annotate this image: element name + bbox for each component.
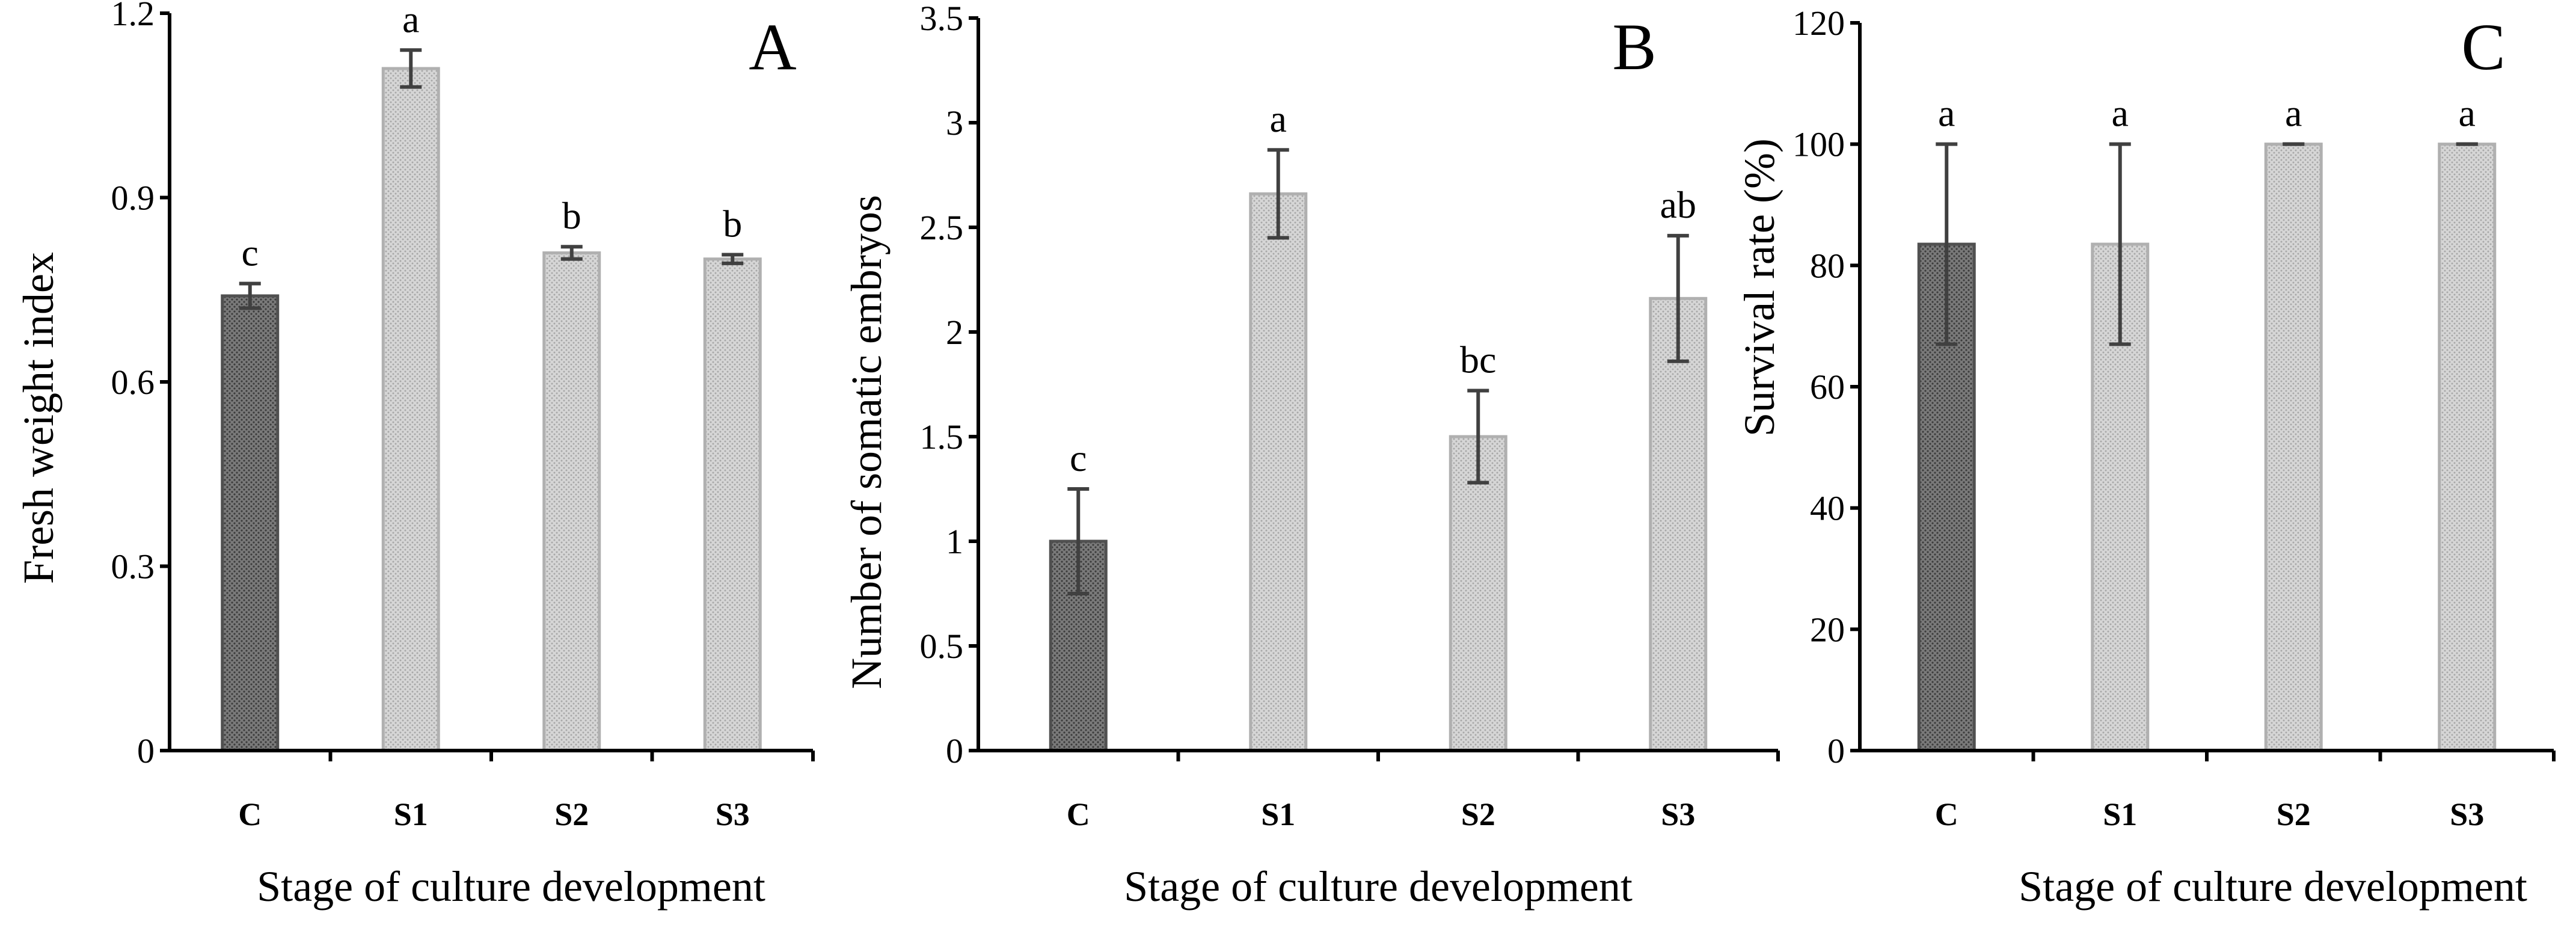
y-tick-label: 20 [1810, 610, 1845, 649]
significance-label: c [1070, 437, 1087, 479]
y-tick-label: 0.5 [920, 627, 964, 666]
bar-c [221, 294, 280, 752]
bar-s3 [2438, 143, 2497, 752]
y-tick-label: 1 [946, 522, 963, 561]
x-tick-label: S3 [2450, 796, 2484, 832]
y-tick-label: 60 [1810, 367, 1845, 407]
x-tick-label: S2 [554, 796, 589, 832]
panel-c: C Survival rate (%) Stage of culture dev… [1735, 4, 2556, 911]
x-tick-label: S1 [1261, 796, 1295, 832]
x-axis-title: Stage of culture development [1124, 862, 1633, 911]
x-tick-label: S3 [1661, 796, 1695, 832]
significance-label: b [562, 194, 581, 237]
panel-letter: B [1612, 10, 1656, 84]
y-tick-label: 80 [1810, 246, 1845, 285]
y-axis-title: Fresh weight index [14, 252, 63, 584]
bar-s2 [542, 251, 601, 752]
panel-letter: A [749, 10, 796, 84]
x-tick-label: C [1935, 796, 1958, 832]
significance-label: a [1938, 92, 1955, 135]
significance-label: c [242, 232, 259, 274]
panel-a: A Fresh weight index Stage of culture de… [14, 0, 815, 911]
significance-label: a [2459, 92, 2476, 135]
y-tick-label: 0.9 [111, 179, 155, 218]
x-tick-label: S3 [716, 796, 750, 832]
x-tick-label: S2 [1461, 796, 1495, 832]
y-tick-label: 0.6 [111, 363, 155, 402]
y-axis-title: Survival rate (%) [1735, 138, 1783, 437]
panel-letter: C [2461, 10, 2505, 84]
y-tick-label: 0 [946, 731, 963, 770]
x-tick-label: S2 [2277, 796, 2311, 832]
significance-label: a [2112, 92, 2129, 135]
x-axis-title: Stage of culture development [257, 862, 765, 911]
y-tick-label: 0 [137, 731, 155, 770]
x-tick-label: C [1067, 796, 1090, 832]
significance-label: bc [1460, 338, 1496, 381]
bar-s2 [1449, 435, 1507, 752]
y-tick-label: 0.3 [111, 547, 155, 586]
bar-s1 [381, 67, 440, 752]
x-tick-label: C [238, 796, 262, 832]
y-tick-label: 100 [1792, 125, 1845, 164]
y-axis-title: Number of somatic embryos [842, 195, 891, 689]
bar-s1 [1249, 192, 1308, 752]
bar-s2 [2264, 143, 2323, 752]
significance-label: ab [1660, 183, 1696, 226]
significance-label: a [402, 0, 419, 40]
y-tick-label: 2 [946, 313, 963, 352]
x-tick-label: S1 [394, 796, 428, 832]
significance-label: a [2285, 92, 2302, 135]
panel-b: B Number of somatic embryos Stage of cul… [842, 0, 1780, 911]
y-tick-label: 3.5 [920, 0, 964, 38]
y-tick-label: 2.5 [920, 208, 964, 247]
y-tick-label: 0 [1827, 731, 1845, 770]
plot-area: 0 0.5 1 1.5 2 2.5 3 3.5 c Ca S1 bc S2 ab S3 [920, 0, 1780, 832]
x-tick-label: S1 [2103, 796, 2137, 832]
y-tick-label: 120 [1792, 4, 1845, 43]
significance-label: a [1270, 97, 1287, 140]
bar-s3 [1649, 296, 1708, 752]
y-tick-label: 3 [946, 103, 963, 143]
y-tick-label: 1.5 [920, 417, 964, 456]
x-axis-title: Stage of culture development [2019, 862, 2527, 911]
bar-s3 [703, 257, 762, 752]
plot-area: 0 0.3 0.6 0.9 1.2 c Ca S1 b S2 b S3 [111, 0, 815, 832]
y-tick-label: 1.2 [111, 0, 155, 33]
significance-label: b [723, 203, 742, 245]
y-tick-label: 40 [1810, 489, 1845, 528]
